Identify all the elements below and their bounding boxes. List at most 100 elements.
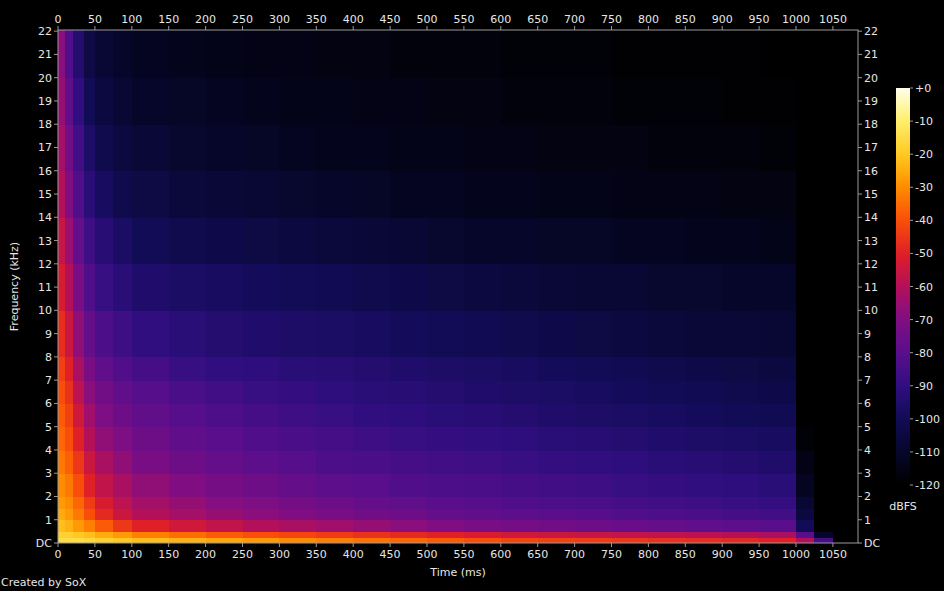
cell — [84, 124, 96, 171]
y-tick — [858, 333, 862, 334]
cell — [73, 427, 85, 451]
cell — [612, 508, 650, 520]
y-tick-label: 6 — [864, 397, 871, 410]
cell — [464, 78, 502, 125]
y-tick — [858, 287, 862, 288]
cell — [169, 171, 207, 218]
x-tick — [242, 26, 243, 30]
cell — [796, 357, 815, 381]
y-tick — [858, 473, 862, 474]
cell — [243, 217, 281, 264]
colorbar-tick — [910, 220, 913, 221]
cell — [464, 380, 502, 404]
cell — [427, 310, 465, 357]
cell — [84, 537, 96, 543]
cell — [84, 427, 96, 451]
cell — [279, 380, 317, 404]
cell — [132, 450, 170, 474]
cell — [759, 531, 797, 537]
cell — [814, 427, 833, 451]
cell — [464, 124, 502, 171]
cell — [316, 427, 354, 451]
cell — [279, 520, 317, 532]
cell — [685, 537, 723, 543]
cell — [796, 537, 815, 543]
cell — [722, 403, 760, 427]
x-tick — [94, 26, 95, 30]
cell — [95, 531, 114, 537]
cell — [612, 124, 650, 171]
cell — [169, 520, 207, 532]
y-tick — [858, 147, 862, 148]
cell — [390, 531, 428, 537]
cell — [58, 473, 66, 497]
cell — [169, 124, 207, 171]
cell — [279, 357, 317, 381]
cells — [58, 30, 858, 543]
cell — [685, 450, 723, 474]
cell — [427, 427, 465, 451]
x-tick-label: 800 — [638, 548, 659, 561]
cell — [501, 124, 539, 171]
cell — [113, 264, 132, 311]
y-tick-label: 3 — [864, 467, 871, 480]
cell — [113, 508, 132, 520]
cell — [612, 171, 650, 218]
x-tick — [759, 543, 760, 547]
x-tick-label: 400 — [343, 13, 364, 26]
y-tick — [54, 310, 58, 311]
y-tick-label: 18 — [864, 118, 878, 131]
y-tick-label: 14 — [38, 211, 52, 224]
x-tick — [316, 543, 317, 547]
y-tick-label: 22 — [864, 25, 878, 38]
cell — [390, 310, 428, 357]
cell — [648, 531, 686, 537]
cell — [243, 450, 281, 474]
cell — [58, 217, 66, 264]
x-tick — [500, 543, 501, 547]
colorbar — [896, 88, 910, 485]
cell — [353, 380, 391, 404]
x-tick-label: 650 — [527, 548, 548, 561]
cell — [427, 537, 465, 543]
cell — [132, 520, 170, 532]
x-tick-label: 900 — [712, 548, 733, 561]
cell — [759, 427, 797, 451]
cell — [575, 531, 613, 537]
cell — [427, 171, 465, 218]
cell — [73, 171, 85, 218]
x-tick — [796, 26, 797, 30]
cell — [84, 450, 96, 474]
cell — [501, 310, 539, 357]
cell — [84, 496, 96, 508]
cell — [833, 310, 858, 357]
cell — [279, 403, 317, 427]
cell — [206, 531, 244, 537]
cell — [722, 30, 760, 78]
colorbar-tick — [910, 253, 913, 254]
cell — [464, 30, 502, 78]
y-tick — [54, 287, 58, 288]
cell — [95, 473, 114, 497]
cell — [833, 124, 858, 171]
x-tick-label: 750 — [601, 13, 622, 26]
y-tick-label: 9 — [45, 328, 52, 341]
x-tick-label: 1050 — [819, 13, 847, 26]
cell — [759, 30, 797, 78]
cell — [648, 30, 686, 78]
cell — [814, 450, 833, 474]
cell — [648, 217, 686, 264]
cell — [132, 531, 170, 537]
cell — [206, 264, 244, 311]
cell — [685, 403, 723, 427]
x-axis-label: Time (ms) — [429, 566, 485, 579]
y-tick — [54, 449, 58, 450]
y-tick-label: 2 — [864, 490, 871, 503]
cell — [243, 30, 281, 78]
cell — [316, 357, 354, 381]
cell — [279, 310, 317, 357]
cell — [464, 450, 502, 474]
cell — [113, 531, 132, 537]
cell — [65, 473, 73, 497]
cell — [722, 171, 760, 218]
